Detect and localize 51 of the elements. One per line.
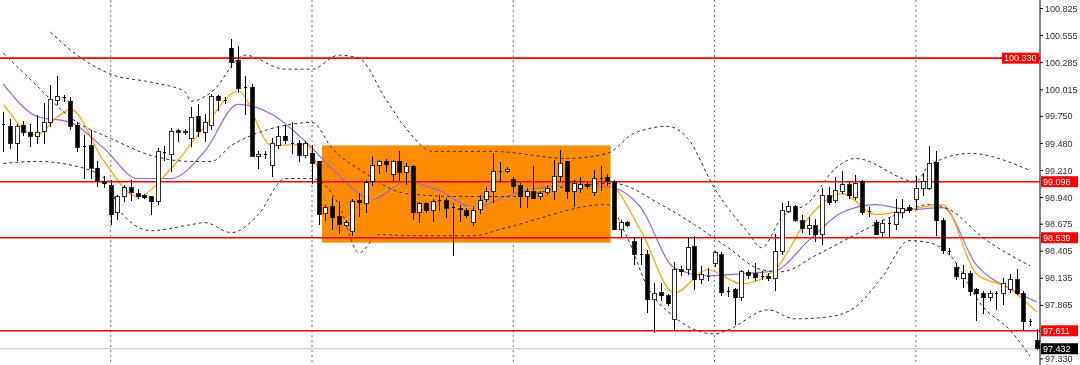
candlestick <box>471 205 476 227</box>
candlestick <box>337 200 342 235</box>
candlestick <box>1001 278 1006 305</box>
candlestick <box>75 121 80 153</box>
candlestick <box>35 114 40 145</box>
y-tick-label: 99.480 <box>1045 138 1073 149</box>
candlestick <box>431 198 436 223</box>
candlestick <box>169 127 174 173</box>
ref-line-label: 99.098 <box>1043 176 1071 187</box>
candlestick <box>28 123 33 148</box>
candlestick <box>310 144 315 185</box>
candlestick <box>961 264 966 288</box>
y-tick-label: 99.750 <box>1045 111 1073 122</box>
y-tick-label: 100.285 <box>1045 57 1078 68</box>
candlestick <box>330 196 335 231</box>
candlestick <box>357 192 362 218</box>
line-series <box>2 160 1031 357</box>
candlestick <box>196 103 201 138</box>
y-tick-label: 97.330 <box>1045 354 1073 365</box>
candlestick <box>8 118 13 150</box>
y-tick-label: 98.405 <box>1045 246 1073 257</box>
y-tick-label: 100.825 <box>1045 3 1078 14</box>
candlestick <box>491 152 496 204</box>
candlestick <box>283 124 288 145</box>
candlestick <box>129 179 134 202</box>
candlestick <box>840 170 845 195</box>
candlestick <box>149 195 154 216</box>
candlestick <box>404 162 409 186</box>
ref-line-label: 97.432 <box>1043 343 1071 354</box>
candlestick <box>370 155 375 187</box>
candlestick <box>632 236 637 266</box>
candlestick <box>914 175 919 211</box>
y-tick-label: 99.210 <box>1045 165 1073 176</box>
candlestick <box>444 197 449 219</box>
candlestick <box>592 169 597 197</box>
candlestick <box>981 291 986 314</box>
ref-line-label: 100.330 <box>1004 53 1037 64</box>
candlestick <box>652 283 657 333</box>
candlestick <box>518 182 523 209</box>
ref-line-label: 98.539 <box>1043 232 1071 243</box>
ref-line-label: 97.611 <box>1043 325 1070 336</box>
y-tick-label: 98.675 <box>1045 219 1073 230</box>
y-tick-label: 100.015 <box>1045 84 1078 95</box>
candlestick <box>364 179 369 214</box>
y-tick-label: 100.555 <box>1045 30 1078 41</box>
y-tick-label: 97.865 <box>1045 300 1073 311</box>
candlestick <box>55 76 60 106</box>
candlestick <box>229 39 234 68</box>
candlestick <box>478 194 483 215</box>
y-tick-label: 98.940 <box>1045 192 1073 203</box>
y-tick-label: 98.135 <box>1045 273 1073 284</box>
